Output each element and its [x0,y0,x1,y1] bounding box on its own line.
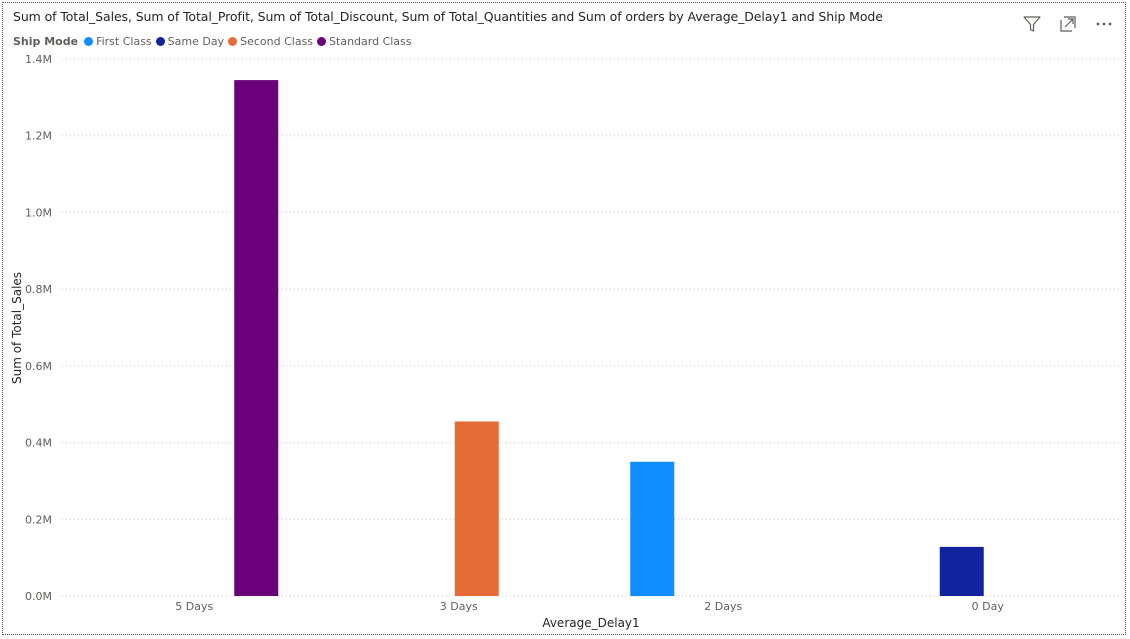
legend-label: Standard Class [329,35,412,48]
x-tick-label: 0 Day [972,600,1005,613]
y-tick-label: 0.2M [25,513,52,526]
y-tick-label: 0.6M [25,360,52,373]
x-tick-label: 2 Days [704,600,742,613]
visual-toolbar [1021,13,1115,35]
bar-same-day [939,546,984,596]
bar-second-class [454,421,499,596]
y-tick-label: 1.4M [25,53,52,66]
chart-legend: Ship Mode First Class Same Day Second Cl… [13,35,416,48]
legend-swatch [155,37,165,46]
bar-first-class [630,461,675,596]
y-tick-label: 0.4M [25,437,52,450]
x-tick-label: 5 Days [175,600,213,613]
x-tick-label: 3 Days [440,600,478,613]
x-axis-title: Average_Delay1 [542,616,639,630]
y-tick-label: 1.2M [25,130,52,143]
legend-label: Second Class [240,35,314,48]
focus-mode-icon[interactable] [1057,13,1079,35]
filter-icon[interactable] [1021,13,1043,35]
legend-item-second-class[interactable]: Second Class [228,35,313,48]
legend-item-same-day[interactable]: Same Day [155,35,225,48]
legend-swatch [317,37,327,46]
y-tick-label: 1.0M [25,206,52,219]
chart-title: Sum of Total_Sales, Sum of Total_Profit,… [13,9,883,24]
y-tick-label: 0.0M [25,590,52,603]
y-tick-label: 0.8M [25,283,52,296]
legend-label: Same Day [167,35,225,48]
legend-swatch [84,37,94,46]
more-options-icon[interactable] [1093,13,1115,35]
bar-standard-class [234,80,279,596]
legend-item-first-class[interactable]: First Class [84,35,152,48]
y-axis-title: Sum of Total_Sales [10,272,24,384]
legend-label: First Class [96,35,152,48]
legend-item-standard-class[interactable]: Standard Class [317,35,412,48]
legend-title: Ship Mode [13,35,79,48]
legend-swatch [228,37,238,46]
